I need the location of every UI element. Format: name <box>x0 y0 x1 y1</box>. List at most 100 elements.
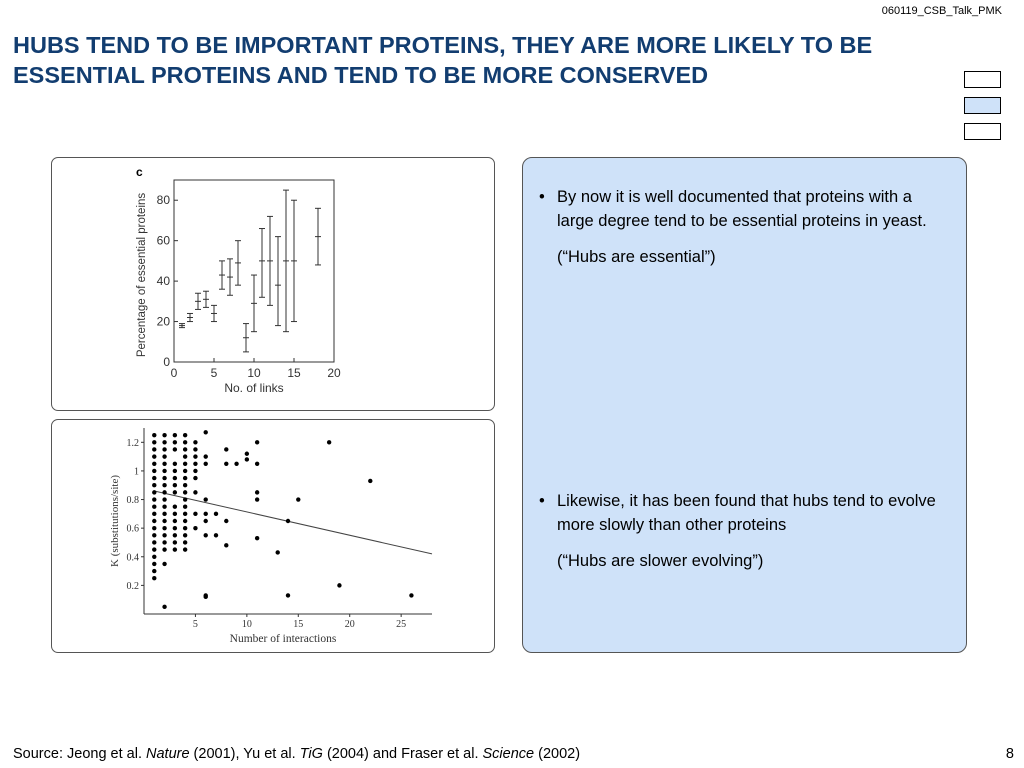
data-point <box>172 440 178 445</box>
data-point <box>162 490 167 495</box>
data-point <box>182 461 188 466</box>
nav-box-3[interactable] <box>964 123 1001 140</box>
text-panel: • By now it is well documented that prot… <box>522 157 967 653</box>
data-point <box>193 525 198 531</box>
data-point <box>162 533 167 538</box>
data-point <box>162 525 167 531</box>
data-point <box>152 483 157 488</box>
data-point <box>224 543 229 548</box>
data-point <box>182 468 188 474</box>
data-point <box>172 504 178 509</box>
source-text: (2002) <box>534 746 581 762</box>
y-tick-label: 20 <box>157 315 171 329</box>
data-point <box>244 457 250 462</box>
nav-box-2[interactable] <box>964 97 1001 114</box>
data-point <box>172 547 178 552</box>
y-tick-label: 1.2 <box>127 438 140 449</box>
data-point <box>152 511 157 517</box>
y-tick-label: 40 <box>157 274 171 288</box>
evolution-chart-panel: 5 10 15 20 25 0.2 0.4 0.6 0.8 1 1.2 Number of inter… <box>51 419 495 653</box>
data-point <box>203 593 208 598</box>
bullet-1: • By now it is well documented that prot… <box>539 185 939 269</box>
data-point <box>244 451 250 456</box>
data-point <box>182 511 188 517</box>
bullet-marker: • <box>539 188 545 206</box>
data-point <box>254 497 260 502</box>
data-point <box>172 525 178 531</box>
data-point <box>172 490 178 495</box>
data-point <box>213 533 219 538</box>
x-tick-label: 25 <box>396 619 406 630</box>
data-point <box>152 547 157 552</box>
data-point <box>172 475 178 481</box>
data-point <box>152 525 157 531</box>
x-tick-label: 10 <box>242 619 252 630</box>
data-point <box>152 504 157 509</box>
data-point <box>234 461 239 466</box>
source-text: (2004) and Fraser et al. <box>322 746 483 762</box>
x-tick-label: 20 <box>345 619 355 630</box>
data-point <box>152 497 157 502</box>
x-axis-label: No. of links <box>224 381 283 395</box>
data-point <box>182 447 188 452</box>
data-point <box>162 432 167 438</box>
bullet-quote: (“Hubs are essential”) <box>557 248 716 266</box>
data-point <box>409 593 414 598</box>
data-point <box>337 583 342 588</box>
data-point <box>182 497 188 502</box>
slide-title: HUBS TEND TO BE IMPORTANT PROTEINS, THEY… <box>13 32 873 88</box>
data-point <box>152 447 157 452</box>
data-point <box>203 430 208 435</box>
data-point <box>162 540 167 545</box>
data-point <box>162 461 167 466</box>
data-point <box>182 525 188 531</box>
y-axis-label: Percentage of essential proteins <box>136 193 148 358</box>
data-point <box>162 447 167 452</box>
data-point <box>203 461 208 466</box>
data-point <box>193 461 198 466</box>
data-point <box>152 554 157 559</box>
data-point <box>182 440 188 445</box>
essential-chart-panel: c 0 5 10 15 20 0 20 40 60 80 No. of links Percentage… <box>51 157 495 411</box>
data-point <box>182 504 188 509</box>
bullet-text: By now it is well documented that protei… <box>557 188 927 230</box>
plot-frame <box>173 179 335 363</box>
data-point <box>152 568 157 574</box>
data-point <box>224 447 229 452</box>
data-point <box>254 461 260 466</box>
bullet-marker: • <box>539 492 545 510</box>
data-point <box>193 475 198 481</box>
data-point <box>182 490 188 495</box>
slide-tag: 060119_CSB_Talk_PMK <box>881 5 1002 17</box>
data-point <box>172 533 178 538</box>
data-point <box>172 461 178 466</box>
data-point <box>162 468 167 474</box>
data-point <box>296 497 301 502</box>
y-tick-label: 80 <box>157 193 171 207</box>
y-tick-label: 0.8 <box>127 495 140 506</box>
data-point <box>182 475 188 481</box>
data-point <box>152 533 157 538</box>
y-tick-label: 0.4 <box>127 552 140 563</box>
y-axis-label: K (substitutions/site) <box>109 475 121 567</box>
data-point <box>162 483 167 488</box>
data-point <box>193 511 198 517</box>
data-point <box>152 540 157 545</box>
bullet-2: • Likewise, it has been found that hubs … <box>539 489 939 573</box>
data-point <box>162 561 167 567</box>
x-axis-label: Number of interactions <box>230 633 337 645</box>
nav-box-1[interactable] <box>964 71 1001 88</box>
data-point <box>172 432 178 438</box>
data-point <box>152 432 157 438</box>
data-point <box>182 432 188 438</box>
data-point <box>162 547 167 552</box>
x-tick-label: 0 <box>171 366 178 380</box>
y-tick-label: 60 <box>157 234 171 248</box>
data-point <box>172 447 178 452</box>
data-point <box>172 518 178 524</box>
data-point <box>203 497 208 502</box>
data-point <box>162 454 167 459</box>
data-point <box>162 511 167 517</box>
panel-label: c <box>136 165 143 179</box>
data-point <box>254 490 260 495</box>
